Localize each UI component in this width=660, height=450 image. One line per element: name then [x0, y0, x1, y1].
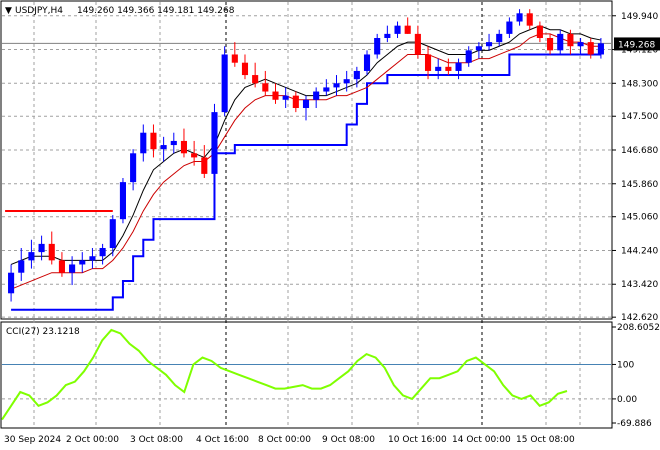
candle-body: [465, 50, 472, 63]
candle-body: [58, 260, 65, 273]
cci-y-tick-label: 100: [617, 360, 634, 370]
candle-body: [150, 132, 157, 150]
candle-body: [211, 112, 218, 174]
cci-title: CCI(27) 23.1218: [6, 327, 80, 337]
candle-body: [28, 252, 35, 261]
candle-body: [455, 62, 462, 71]
candle-body: [119, 182, 126, 220]
candle-body: [363, 54, 371, 71]
axis-layer: 149.940 149.120 148.300 147.500 146.680 145.8…: [4, 12, 660, 445]
candle-body: [404, 25, 411, 34]
y-tick-label: 145.860: [621, 180, 658, 190]
x-tick-label: 30 Sep 2024: [4, 435, 61, 445]
candle-body: [201, 157, 208, 174]
candle-body: [343, 79, 350, 84]
candle-body: [536, 25, 543, 38]
candle-body: [252, 75, 259, 84]
candle-body: [333, 83, 340, 88]
candle-body: [302, 99, 310, 108]
candle-body: [8, 272, 15, 294]
y-tick-label: 148.300: [621, 79, 658, 89]
candle-body: [69, 264, 76, 273]
candle-body: [587, 42, 594, 55]
x-tick-label: 3 Oct 08:00: [130, 435, 183, 445]
candle-body: [526, 13, 533, 26]
price-panel: [0, 0, 613, 320]
candle-body: [191, 153, 198, 158]
x-tick-label: 10 Oct 16:00: [388, 435, 447, 445]
candle-body: [506, 21, 513, 34]
x-tick-label: 8 Oct 00:00: [258, 435, 311, 445]
ohlc-header: 149.260 149.366 149.181 149.268: [77, 6, 235, 16]
cci-y-tick-label: 0.00: [617, 395, 637, 405]
candle-body: [597, 43, 604, 55]
candle-body: [557, 33, 564, 51]
candle-body: [414, 33, 421, 55]
candle-body: [160, 145, 167, 150]
candle-body: [170, 140, 177, 146]
header-arrow-icon: ▼: [5, 6, 12, 16]
y-tick-label: 144.240: [621, 246, 658, 256]
candle-body: [99, 248, 106, 257]
candle-body: [567, 33, 574, 47]
candle-body: [516, 13, 523, 22]
candle-body: [272, 91, 279, 100]
stop-line: [11, 53, 601, 311]
candle-body: [475, 46, 482, 51]
candle-body: [221, 54, 228, 113]
y-tick-label: 145.060: [621, 213, 658, 223]
candle-body: [180, 140, 188, 154]
candle-body: [384, 33, 391, 38]
candle-body: [394, 25, 401, 34]
y-tick-label: 149.940: [621, 12, 658, 22]
candle-body: [282, 95, 289, 100]
cci-layer: [1, 328, 611, 421]
candle-body: [140, 132, 147, 154]
current-price-tag: [614, 37, 660, 51]
candle-body: [79, 260, 86, 265]
candle-body: [231, 54, 238, 63]
y-tick-label: 149.120: [621, 46, 658, 56]
candle-body: [486, 42, 493, 47]
candle-body: [109, 219, 116, 248]
candle-body: [496, 33, 503, 43]
candle-body: [313, 91, 320, 100]
x-tick-label: 4 Oct 16:00: [196, 435, 249, 445]
candle-body: [18, 260, 25, 273]
candle-body: [38, 243, 45, 253]
candle-body: [353, 70, 360, 80]
cci-panel: [0, 321, 613, 429]
y-tick-label: 143.420: [621, 280, 658, 290]
candle-body: [435, 66, 442, 71]
candle-body: [374, 38, 381, 55]
x-tick-label: 15 Oct 08:00: [516, 435, 575, 445]
candle-body: [547, 38, 554, 51]
candle-body: [577, 42, 584, 47]
symbol-label: USDJPY,H4: [15, 6, 63, 16]
candle-body: [130, 153, 137, 183]
x-tick-label: 9 Oct 08:00: [322, 435, 375, 445]
candle-body: [424, 54, 432, 71]
cci-y-tick-label: -69.886: [617, 419, 652, 429]
candle-body: [445, 66, 452, 71]
candle-body: [292, 95, 299, 108]
candle-body: [89, 256, 96, 261]
y-tick-label: 147.500: [621, 112, 658, 122]
candle-body: [262, 83, 269, 92]
price-layer: [2, 9, 611, 311]
y-tick-label: 142.620: [621, 313, 658, 323]
x-tick-label: 14 Oct 00:00: [452, 435, 511, 445]
cci-y-tick-label: 208.6052: [617, 323, 660, 333]
candle-body: [323, 87, 330, 92]
x-tick-label: 2 Oct 00:00: [66, 435, 119, 445]
y-tick-label: 146.680: [621, 146, 658, 156]
cci-line: [1, 328, 568, 421]
grid: [2, 2, 611, 428]
candle-body: [241, 62, 249, 76]
current-price-label: 149.268: [618, 40, 655, 50]
candle-body: [48, 243, 55, 261]
